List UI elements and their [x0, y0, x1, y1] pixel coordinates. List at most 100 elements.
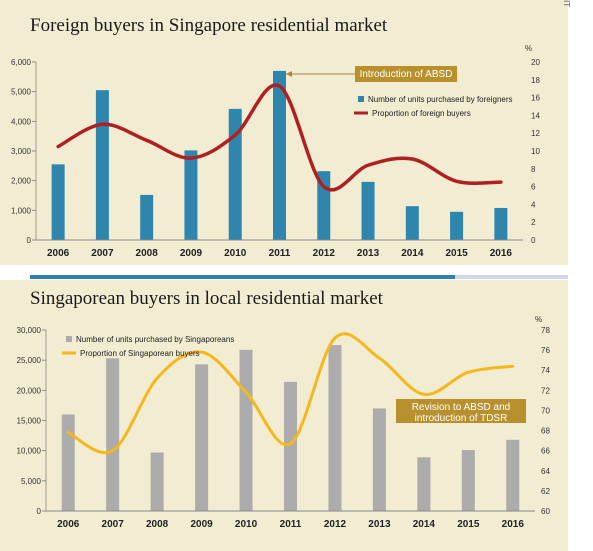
bar-2007: [106, 358, 120, 511]
y2-tick-label: 18: [531, 76, 540, 85]
legend-line-label: Proportion of foreign buyers: [372, 109, 471, 118]
bar-2016: [494, 207, 508, 240]
annotation-text: Introduction of ABSD: [360, 69, 453, 80]
y2-tick-label: 4: [531, 200, 536, 209]
bar-2008: [150, 452, 164, 511]
singaporean-buyers-panel: Singaporean buyers in local residential …: [0, 280, 568, 551]
bar-2009: [195, 364, 209, 511]
bar-2009: [184, 150, 198, 240]
annotation-arrowhead: [286, 71, 292, 77]
bar-2006: [51, 164, 65, 240]
bar-2016: [506, 439, 520, 511]
y2-tick-label: 20: [531, 58, 540, 67]
y2-tick-label: 60: [541, 507, 550, 516]
x-tick-label: 2009: [190, 519, 213, 530]
legend-bar-label: Number of units purchased by Singaporean…: [76, 335, 234, 344]
bar-2012: [328, 345, 342, 511]
bar-2014: [405, 206, 419, 240]
y2-tick-label: 68: [541, 427, 550, 436]
legend-line-label: Proportion of Singaporean buyers: [80, 349, 200, 358]
y-tick-label: 15,000: [17, 417, 42, 426]
y-tick-label: 2,000: [11, 177, 32, 186]
chart-1-title: Foreign buyers in Singapore residential …: [30, 15, 388, 36]
foreign-buyers-panel: Foreign buyers in Singapore residential …: [0, 0, 568, 265]
legend-bar-swatch: [66, 336, 72, 342]
y2-tick-label: 74: [541, 366, 550, 375]
y2-tick-label: 70: [541, 406, 550, 415]
x-tick-label: 2010: [224, 248, 247, 259]
y2-tick-label: 16: [531, 94, 540, 103]
annotation-text: introduction of TDSR: [415, 413, 508, 424]
bar-2007: [95, 90, 109, 240]
section-divider-light: [455, 275, 568, 279]
y2-tick-label: 72: [541, 386, 550, 395]
x-tick-label: 2011: [280, 519, 302, 530]
y2-tick-label: 64: [541, 467, 550, 476]
y-tick-label: 20,000: [17, 386, 42, 395]
y2-tick-label: 12: [531, 129, 540, 138]
y2-tick-label: 66: [541, 447, 550, 456]
x-tick-label: 2015: [445, 248, 468, 259]
y-tick-label: 1,000: [11, 206, 32, 215]
y-tick-label: 25,000: [17, 356, 42, 365]
y2-unit-label: %: [525, 44, 532, 53]
bar-2008: [140, 194, 154, 240]
x-tick-label: 2012: [324, 519, 347, 530]
x-tick-label: 2013: [368, 519, 391, 530]
bar-2010: [228, 108, 242, 240]
y2-tick-label: 2: [531, 218, 536, 227]
x-tick-label: 2010: [235, 519, 258, 530]
x-tick-label: 2014: [401, 248, 424, 259]
legend-bar-swatch: [358, 96, 364, 102]
y-tick-label: 4,000: [11, 117, 32, 126]
y2-tick-label: 6: [531, 183, 536, 192]
y-tick-label: 0: [27, 236, 32, 245]
y2-tick-label: 78: [541, 326, 550, 335]
y2-tick-label: 8: [531, 165, 536, 174]
x-tick-label: 2013: [357, 248, 380, 259]
y-tick-label: 5,000: [11, 88, 32, 97]
x-tick-label: 2007: [102, 519, 125, 530]
y2-unit-label: %: [535, 315, 542, 324]
x-tick-label: 2009: [180, 248, 203, 259]
y-tick-label: 5,000: [21, 477, 42, 486]
x-tick-label: 2016: [490, 248, 513, 259]
x-tick-label: 2006: [47, 248, 70, 259]
y2-tick-label: 76: [541, 346, 550, 355]
annotation-box: [396, 399, 526, 423]
chart-2-title: Singaporean buyers in local residential …: [30, 288, 383, 309]
bar-2011: [284, 381, 297, 511]
x-tick-label: 2008: [146, 519, 169, 530]
x-tick-label: 2007: [91, 248, 114, 259]
bar-2013: [372, 408, 386, 511]
singaporean-buyers-chart: 0 5,000 10,000 15,000 20,000 25,000 30,000 60 62…: [17, 315, 551, 530]
y2-tick-label: 0: [531, 236, 536, 245]
foreign-buyers-chart: 0 1,000 2,000 3,000 4,000 5,000 6,000 0 2 4 6 8 10 12…: [11, 44, 540, 259]
y-tick-label: 6,000: [11, 58, 32, 67]
x-tick-label: 2011: [269, 248, 291, 259]
x-tick-label: 2008: [136, 248, 159, 259]
bar-2015: [450, 211, 464, 240]
bar-2015: [461, 450, 475, 511]
y2-tick-label: 14: [531, 111, 540, 120]
bar-2011: [273, 70, 286, 241]
y2-tick-label: 10: [531, 147, 540, 156]
y2-tick-label: 62: [541, 487, 550, 496]
x-tick-label: 2015: [457, 519, 480, 530]
annotation-text: Revision to ABSD and: [412, 402, 510, 413]
legend-bar-label: Number of units purchased by foreigners: [368, 95, 513, 104]
bar-2010: [239, 349, 253, 511]
y-tick-label: 30,000: [17, 326, 42, 335]
section-divider: [30, 275, 455, 279]
y-tick-label: 10,000: [17, 447, 42, 456]
x-tick-label: 2016: [502, 519, 525, 530]
x-tick-label: 2006: [57, 519, 80, 530]
y-tick-label: 3,000: [11, 147, 32, 156]
bar-2013: [361, 181, 375, 240]
x-tick-label: 2012: [313, 248, 336, 259]
y-tick-label: 0: [37, 507, 42, 516]
annotation-box: [355, 66, 457, 82]
page-edge-text: IT: [562, 0, 571, 8]
bar-2006: [61, 414, 75, 511]
x-tick-label: 2014: [413, 519, 436, 530]
